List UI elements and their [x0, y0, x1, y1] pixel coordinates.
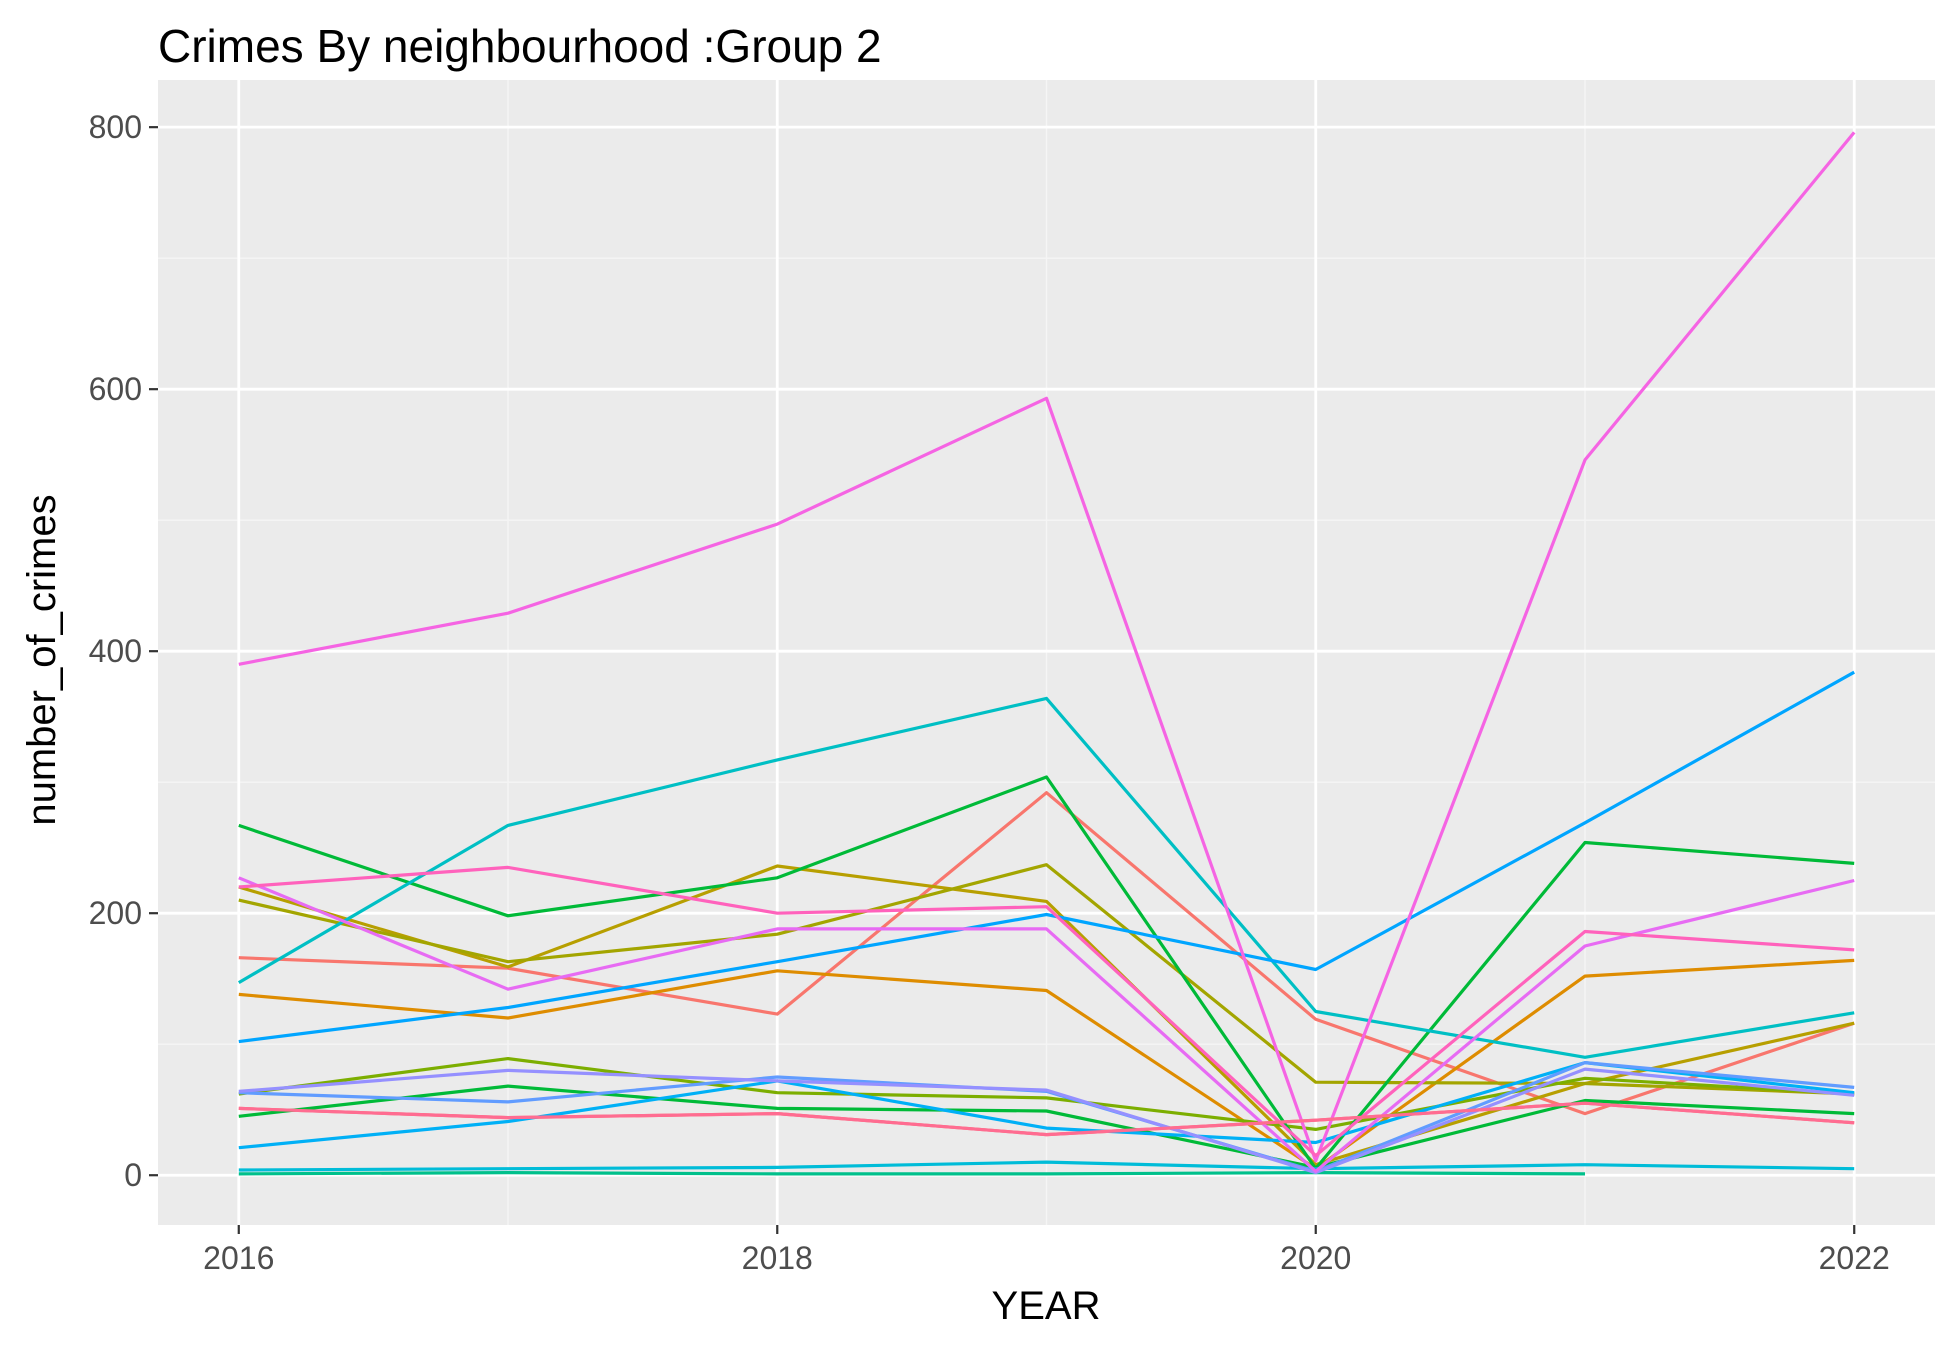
series-line-10 [237, 696, 1855, 1059]
series-line-9 [238, 1170, 1586, 1176]
series-line-7 [238, 1084, 1855, 1170]
y-tick-label: 600 [89, 371, 142, 407]
x-tick-label: 2016 [203, 1240, 274, 1276]
series-line-17 [238, 131, 1856, 1163]
series-line-19 [238, 1101, 1855, 1137]
chart-title: Crimes By neighbourhood :Group 2 [158, 20, 882, 72]
x-tick-label: 2020 [1280, 1240, 1351, 1276]
y-tick-label: 800 [89, 109, 142, 145]
x-tick-label: 2018 [742, 1240, 813, 1276]
series-line-3 [238, 958, 1855, 1171]
x-axis-title: YEAR [992, 1284, 1101, 1328]
series-line-5 [238, 863, 1855, 1096]
y-tick-label: 200 [89, 895, 142, 931]
y-tick-label: 0 [124, 1157, 142, 1193]
series-line-13 [238, 670, 1855, 1044]
x-tick-label: 2022 [1819, 1240, 1890, 1276]
series-line-18 [238, 865, 1855, 1158]
series-line-15 [238, 1067, 1855, 1175]
series-lines [237, 131, 1856, 1176]
series-line-11 [238, 1160, 1855, 1172]
series-line-6 [238, 1056, 1855, 1132]
series-line-16 [238, 876, 1855, 1173]
y-axis-title: number_of_crimes [20, 494, 64, 825]
series-line-8 [238, 775, 1855, 1171]
y-tick-label: 400 [89, 633, 142, 669]
axes: 2016 2018 2020 2022 0 200 400 600 800 [89, 109, 1890, 1276]
